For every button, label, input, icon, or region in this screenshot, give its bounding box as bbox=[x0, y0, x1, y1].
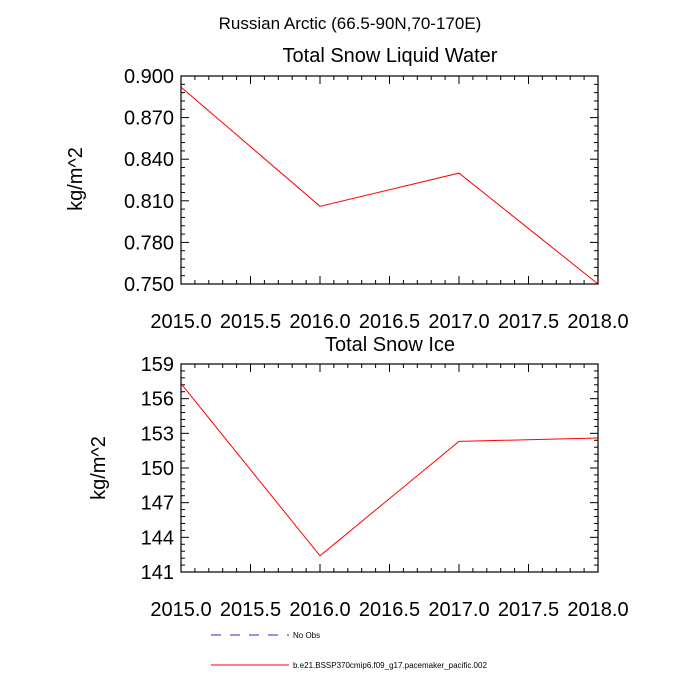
y-tick-label: 144 bbox=[141, 527, 174, 549]
x-tick-label: 2015.5 bbox=[220, 311, 281, 333]
plot-frame bbox=[180, 75, 599, 285]
y-tick-label: 0.810 bbox=[124, 191, 174, 213]
y-tick-label: 147 bbox=[141, 493, 174, 515]
figure-suptitle: Russian Arctic (66.5-90N,70-170E) bbox=[219, 14, 482, 33]
y-tick-label: 153 bbox=[141, 423, 174, 445]
x-tick-label: 2017.0 bbox=[428, 311, 489, 333]
series-group bbox=[180, 86, 599, 285]
y-axis-label: kg/m^2 bbox=[88, 436, 110, 500]
legend-label-no-obs: No Obs bbox=[293, 631, 320, 640]
panel-total-snow-ice: Total Snow Ice kg/m^2 2015.0 2015.5 2016.0… bbox=[88, 334, 629, 621]
x-tick-label: 2015.5 bbox=[220, 599, 281, 621]
x-tick-label: 2018.0 bbox=[567, 599, 628, 621]
series-line bbox=[180, 86, 599, 285]
y-axis-label: kg/m^2 bbox=[65, 147, 87, 211]
legend: No Obs b.e21.BSSP370cmip6.f09_g17.pacema… bbox=[211, 631, 487, 670]
plot-frame bbox=[180, 363, 599, 573]
tick-group bbox=[180, 75, 599, 285]
tick-group bbox=[180, 363, 599, 573]
y-tick-label: 0.750 bbox=[124, 274, 174, 296]
y-tick-label: 156 bbox=[141, 389, 174, 411]
y-tick-label: 141 bbox=[141, 562, 174, 584]
x-tick-label: 2016.0 bbox=[289, 599, 350, 621]
x-tick-label: 2015.0 bbox=[150, 599, 211, 621]
x-tick-label: 2018.0 bbox=[567, 311, 628, 333]
tick-label-group: 2015.0 2015.5 2016.0 2016.5 2017.0 2017.5 2018… bbox=[124, 66, 629, 333]
x-tick-label: 2016.5 bbox=[359, 311, 420, 333]
tick-label-group: 2015.0 2015.5 2016.0 2016.5 2017.0 2017.5 2018… bbox=[141, 354, 629, 621]
legend-label-model: b.e21.BSSP370cmip6.f09_g17.pacemaker_pac… bbox=[293, 661, 487, 670]
x-tick-label: 2016.5 bbox=[359, 599, 420, 621]
x-tick-label: 2017.5 bbox=[498, 599, 559, 621]
series-group bbox=[180, 383, 599, 557]
panel-title: Total Snow Liquid Water bbox=[283, 45, 498, 67]
y-tick-label: 150 bbox=[141, 458, 174, 480]
y-tick-label: 0.780 bbox=[124, 232, 174, 254]
y-tick-label: 0.840 bbox=[124, 149, 174, 171]
y-tick-label: 0.870 bbox=[124, 108, 174, 130]
x-tick-label: 2017.0 bbox=[428, 599, 489, 621]
y-tick-label: 0.900 bbox=[124, 66, 174, 88]
x-tick-label: 2015.0 bbox=[150, 311, 211, 333]
series-line bbox=[180, 383, 599, 557]
x-tick-label: 2017.5 bbox=[498, 311, 559, 333]
panel-total-snow-liquid-water: Total Snow Liquid Water kg/m^2 2015.0 201… bbox=[65, 45, 629, 333]
panel-title: Total Snow Ice bbox=[325, 334, 455, 356]
y-tick-label: 159 bbox=[141, 354, 174, 376]
x-tick-label: 2016.0 bbox=[289, 311, 350, 333]
